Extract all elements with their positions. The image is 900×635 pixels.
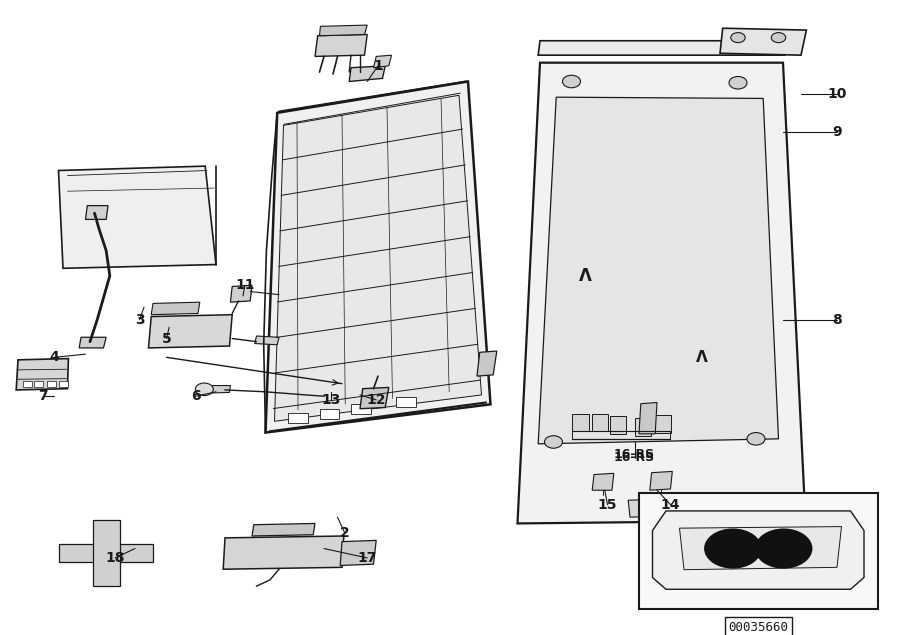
Text: 16-RS: 16-RS: [614, 451, 655, 464]
Polygon shape: [230, 285, 252, 302]
Polygon shape: [634, 418, 651, 436]
Polygon shape: [374, 55, 392, 68]
Bar: [47, 381, 56, 387]
Text: 7: 7: [39, 389, 48, 403]
Text: $\mathbf{\Lambda}$: $\mathbf{\Lambda}$: [695, 349, 709, 365]
Polygon shape: [340, 540, 376, 565]
Text: 3: 3: [135, 312, 144, 327]
Polygon shape: [592, 414, 608, 431]
Polygon shape: [628, 498, 684, 517]
Circle shape: [544, 436, 562, 448]
Polygon shape: [274, 95, 482, 421]
Text: 5: 5: [162, 331, 171, 345]
Bar: [639, 493, 878, 610]
Text: 18: 18: [105, 551, 125, 565]
Polygon shape: [59, 544, 153, 563]
Polygon shape: [572, 414, 589, 431]
Text: 16-RS: 16-RS: [614, 448, 655, 461]
Bar: [396, 398, 416, 408]
Polygon shape: [538, 97, 778, 444]
Text: 2: 2: [340, 526, 349, 540]
Text: 9: 9: [832, 124, 842, 138]
Polygon shape: [252, 523, 315, 536]
Polygon shape: [538, 41, 788, 55]
Text: 00035660: 00035660: [728, 620, 788, 634]
Text: 10: 10: [827, 87, 847, 101]
Polygon shape: [86, 206, 108, 220]
Circle shape: [195, 383, 213, 396]
Text: $\mathbf{\Lambda}$: $\mathbf{\Lambda}$: [578, 267, 592, 285]
Circle shape: [755, 528, 813, 568]
Polygon shape: [58, 166, 216, 269]
Circle shape: [731, 32, 745, 43]
Circle shape: [747, 432, 765, 445]
Polygon shape: [79, 337, 106, 348]
Text: 17: 17: [357, 551, 377, 565]
Polygon shape: [720, 28, 806, 55]
Text: 15: 15: [598, 498, 617, 512]
Bar: [320, 409, 339, 418]
Polygon shape: [639, 403, 657, 434]
Bar: [22, 381, 32, 387]
Polygon shape: [349, 66, 385, 81]
Text: 11: 11: [235, 278, 255, 292]
Text: 8: 8: [832, 312, 842, 327]
Polygon shape: [477, 351, 497, 376]
Text: 12: 12: [366, 393, 386, 407]
Polygon shape: [360, 387, 389, 409]
Text: 1: 1: [374, 59, 382, 73]
Polygon shape: [655, 415, 671, 432]
Polygon shape: [93, 520, 120, 585]
Circle shape: [729, 76, 747, 89]
Polygon shape: [592, 473, 614, 490]
Circle shape: [704, 528, 761, 568]
Polygon shape: [680, 526, 842, 570]
Circle shape: [562, 75, 580, 88]
Text: 14: 14: [661, 498, 680, 512]
Bar: [351, 404, 371, 414]
Bar: [34, 381, 43, 387]
Text: 6: 6: [192, 389, 201, 403]
Polygon shape: [16, 359, 68, 390]
Text: 13: 13: [321, 393, 341, 407]
Polygon shape: [315, 34, 367, 57]
Polygon shape: [650, 471, 672, 490]
Polygon shape: [518, 63, 806, 523]
Polygon shape: [255, 336, 279, 345]
Polygon shape: [266, 81, 491, 432]
Polygon shape: [148, 315, 232, 348]
Circle shape: [771, 32, 786, 43]
Polygon shape: [652, 511, 864, 589]
Polygon shape: [223, 536, 344, 569]
Text: 4: 4: [50, 351, 58, 364]
Polygon shape: [151, 302, 200, 315]
Polygon shape: [320, 25, 367, 36]
Bar: [288, 413, 308, 423]
Polygon shape: [610, 417, 626, 434]
Bar: [58, 381, 68, 387]
Polygon shape: [209, 385, 230, 393]
